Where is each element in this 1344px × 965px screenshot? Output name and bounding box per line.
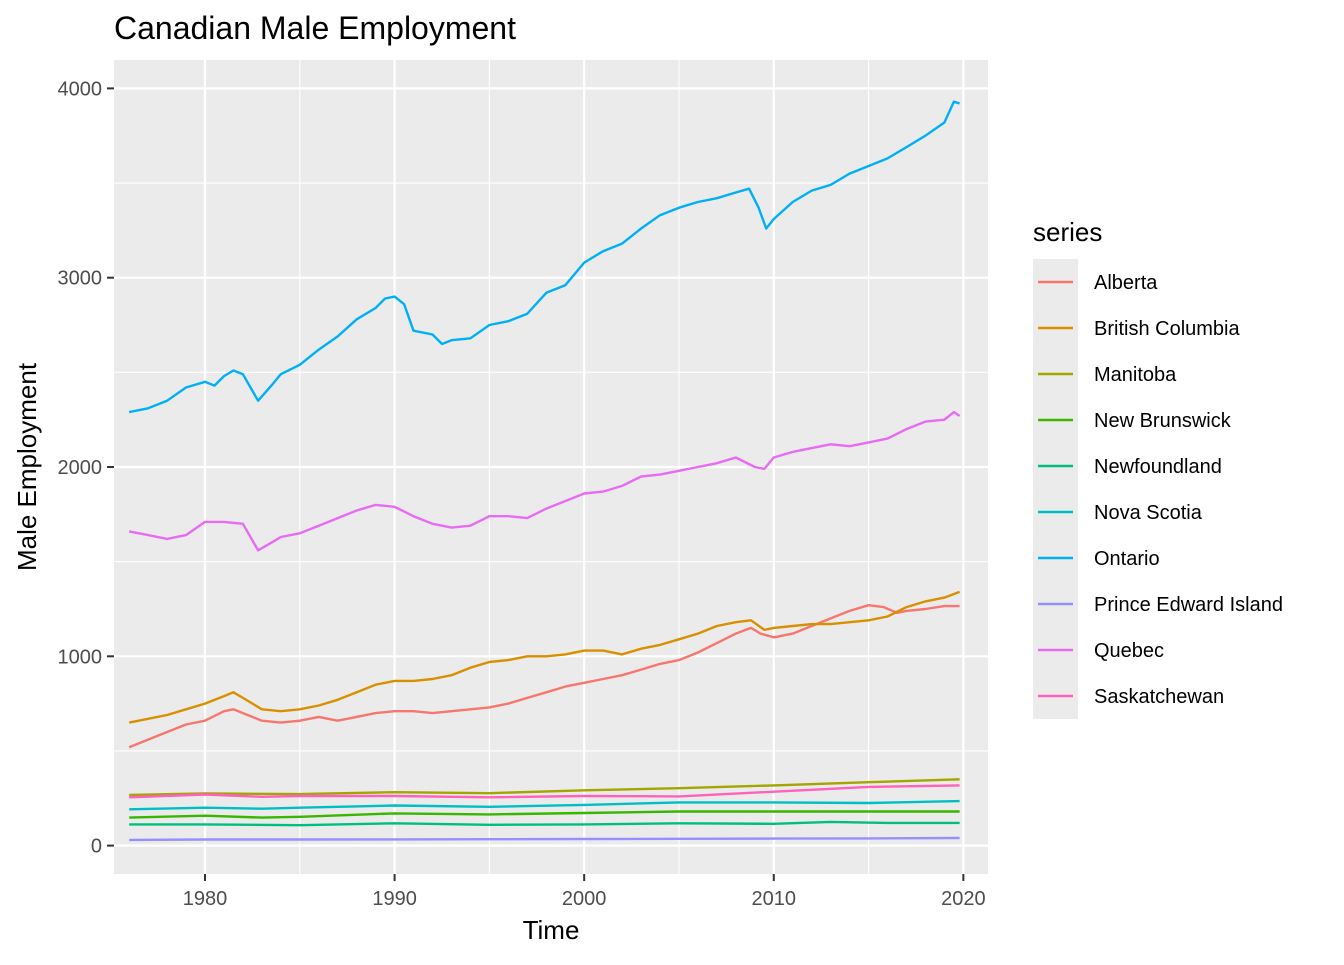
- legend-label: Quebec: [1094, 640, 1164, 662]
- legend-label: New Brunswick: [1094, 410, 1232, 432]
- legend-label: Newfoundland: [1094, 456, 1222, 478]
- series-line-newfoundland: [129, 820, 960, 827]
- series-line-manitoba: [129, 778, 960, 797]
- series-line-prince-edward-island: [129, 836, 960, 842]
- legend-item-manitoba: Manitoba: [1033, 351, 1177, 397]
- legend-label: Manitoba: [1094, 364, 1177, 386]
- legend-label: British Columbia: [1094, 318, 1240, 340]
- legend-item-ontario: Ontario: [1033, 535, 1160, 581]
- y-axis-label: Male Employment: [12, 362, 42, 571]
- legend-item-alberta: Alberta: [1033, 259, 1158, 305]
- x-tick-label: 2010: [752, 888, 797, 910]
- legend-label: Saskatchewan: [1094, 686, 1224, 708]
- y-tick-label: 1000: [58, 646, 103, 668]
- legend-item-newfoundland: Newfoundland: [1033, 443, 1222, 489]
- x-tick-label: 2000: [562, 888, 607, 910]
- series-line-ontario: [128, 100, 960, 414]
- chart-title: Canadian Male Employment: [114, 10, 516, 46]
- legend-label: Prince Edward Island: [1094, 594, 1283, 616]
- legend-item-prince-edward-island: Prince Edward Island: [1033, 581, 1283, 627]
- series-line-quebec: [128, 410, 961, 552]
- legend-item-british-columbia: British Columbia: [1033, 305, 1240, 351]
- x-tick-label: 2020: [941, 888, 986, 910]
- series-line-alberta: [128, 604, 960, 749]
- legend-label: Ontario: [1094, 548, 1160, 570]
- legend-item-saskatchewan: Saskatchewan: [1033, 673, 1224, 719]
- legend-item-quebec: Quebec: [1033, 627, 1164, 673]
- y-tick-label: 2000: [58, 457, 103, 479]
- x-tick-label: 1990: [372, 888, 417, 910]
- y-tick-label: 3000: [58, 268, 103, 290]
- x-axis-label: Time: [523, 915, 580, 945]
- y-tick-label: 4000: [58, 78, 103, 100]
- legend-title: series: [1033, 217, 1102, 247]
- legend-item-nova-scotia: Nova Scotia: [1033, 489, 1203, 535]
- x-tick-label: 1980: [183, 888, 228, 910]
- series-line-nova-scotia: [129, 799, 960, 811]
- legend-label: Alberta: [1094, 272, 1158, 294]
- series-lines: [128, 100, 961, 842]
- legend-item-new-brunswick: New Brunswick: [1033, 397, 1232, 443]
- legend-label: Nova Scotia: [1094, 502, 1203, 524]
- y-axis: 0 1000 2000 3000 4000: [58, 78, 114, 858]
- legend-items: Alberta British Columbia Manitoba New Bruns…: [1033, 259, 1283, 719]
- series-line-new-brunswick: [129, 810, 960, 819]
- series-line-british-columbia: [128, 590, 961, 724]
- legend: series Alberta British Columbia Manitoba Ne…: [1033, 217, 1283, 719]
- series-line-saskatchewan: [129, 784, 960, 799]
- y-tick-label: 0: [91, 836, 102, 858]
- x-axis: 1980 1990 2000 2010 2020: [183, 874, 986, 910]
